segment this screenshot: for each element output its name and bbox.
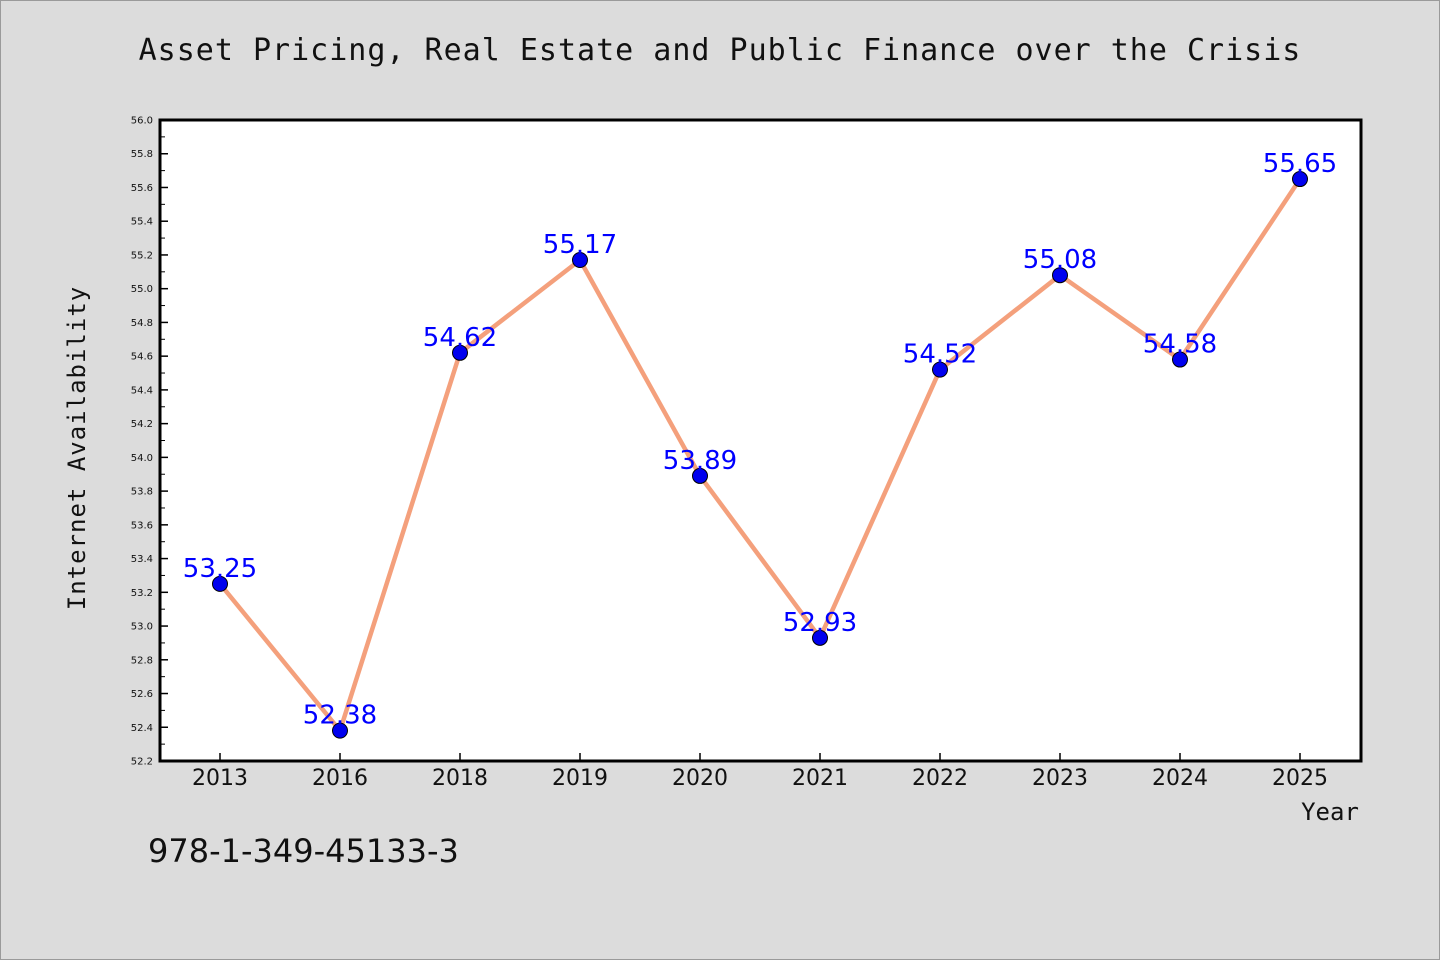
y-tick-label: 55.2	[131, 250, 153, 261]
data-labels: 53.25 52.38 54.62 55.17 53.89 52.93 54.52 55.08…	[183, 149, 1337, 731]
x-tick-label: 2022	[912, 766, 968, 791]
x-tick-label: 2025	[1272, 766, 1328, 791]
data-point	[332, 722, 348, 739]
y-tick-label: 52.4	[131, 723, 153, 734]
data-label: 54.62	[423, 323, 497, 353]
data-label: 52.93	[783, 608, 857, 638]
y-tick-label: 55.8	[131, 149, 153, 160]
y-tick-label: 53.8	[131, 487, 153, 498]
data-label: 54.58	[1143, 330, 1217, 360]
y-tick-label: 55.0	[131, 284, 153, 295]
isbn-text: 978-1-349-45133-3	[148, 832, 459, 870]
y-tick-label: 53.2	[131, 588, 153, 599]
series-markers	[212, 171, 1308, 739]
data-label: 55.65	[1263, 149, 1337, 179]
data-point	[1292, 171, 1308, 188]
y-tick-label: 54.6	[131, 352, 153, 363]
x-tick-label: 2013	[192, 766, 248, 791]
y-tick-label: 52.6	[131, 689, 153, 700]
y-tick-label: 53.0	[131, 622, 153, 633]
plot-area	[158, 118, 1363, 763]
y-tick-label: 54.2	[131, 419, 153, 430]
y-axis-title: Internet Availability	[63, 286, 91, 610]
chart-title: Asset Pricing, Real Estate and Public Fi…	[138, 33, 1302, 68]
y-tick-label: 55.4	[131, 217, 153, 228]
data-point	[932, 361, 948, 378]
data-label: 55.17	[543, 230, 617, 260]
y-tick-label: 54.0	[131, 453, 153, 464]
data-label: 53.25	[183, 554, 257, 584]
data-label: 54.52	[903, 340, 977, 370]
series-line	[217, 176, 1303, 733]
data-point	[572, 252, 588, 269]
x-axis-title: Year	[1301, 798, 1359, 826]
y-tick-label: 52.8	[131, 655, 153, 666]
x-tick-label: 2021	[792, 766, 848, 791]
data-point	[452, 344, 468, 361]
data-point	[1052, 267, 1068, 284]
y-tick-label: 55.6	[131, 183, 153, 194]
y-tick-label: 56.0	[131, 116, 153, 127]
x-tick-label: 2020	[672, 766, 728, 791]
data-point	[692, 467, 708, 484]
data-label: 52.38	[303, 701, 377, 731]
data-label: 55.08	[1023, 245, 1097, 275]
data-point	[212, 575, 228, 592]
data-point	[1172, 351, 1188, 368]
y-tick-label: 54.8	[131, 318, 153, 329]
x-tick-label: 2016	[312, 766, 368, 791]
y-tick-label: 54.4	[131, 385, 153, 396]
x-tick-label: 2023	[1032, 766, 1088, 791]
y-tick-label: 52.2	[131, 757, 153, 768]
x-axis: 2013 2016 2018 2019 2020 2021 2022 2023 2024 2025	[192, 753, 1328, 791]
y-tick-label: 53.6	[131, 520, 153, 531]
x-tick-label: 2024	[1152, 766, 1208, 791]
y-axis: 52.2 52.4 52.6 52.8 53.0 53.2 53.4 53.6 53.8 54.0…	[131, 116, 168, 768]
data-label: 53.89	[663, 446, 737, 476]
x-tick-label: 2019	[552, 766, 608, 791]
x-tick-label: 2018	[432, 766, 488, 791]
data-point	[812, 629, 828, 646]
y-tick-label: 53.4	[131, 554, 153, 565]
